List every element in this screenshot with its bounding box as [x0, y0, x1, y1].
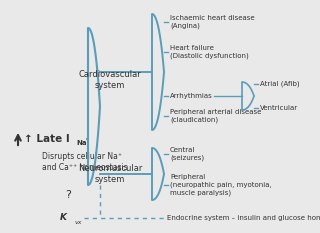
Text: Ischaemic heart disease
(Angina): Ischaemic heart disease (Angina) — [170, 15, 255, 29]
Text: ↑ Late I: ↑ Late I — [24, 134, 70, 144]
Text: ?: ? — [65, 190, 71, 200]
Text: vx: vx — [75, 219, 83, 225]
Text: Neuromuscular
system: Neuromuscular system — [78, 164, 142, 184]
Text: K: K — [60, 213, 67, 223]
Text: Arrhythmias: Arrhythmias — [170, 93, 213, 99]
Text: Heart failure
(Diastolic dysfunction): Heart failure (Diastolic dysfunction) — [170, 45, 249, 59]
Text: Peripheral arterial disease
(claudication): Peripheral arterial disease (claudicatio… — [170, 109, 261, 123]
Text: Disrupts cellular Na⁺
and Ca⁺⁺ homeostasis: Disrupts cellular Na⁺ and Ca⁺⁺ homeostas… — [42, 152, 128, 172]
Text: Central
(seizures): Central (seizures) — [170, 147, 204, 161]
Text: Atrial (Afib): Atrial (Afib) — [260, 81, 300, 87]
Text: Endocrine system – insulin and glucose homeostasis: Endocrine system – insulin and glucose h… — [167, 215, 320, 221]
Text: Cardiovascular
system: Cardiovascular system — [79, 70, 141, 90]
Text: Peripheral
(neuropathic pain, myotonia,
muscle paralysis): Peripheral (neuropathic pain, myotonia, … — [170, 175, 272, 195]
Text: Ventricular: Ventricular — [260, 105, 298, 111]
Text: Na: Na — [76, 140, 86, 146]
